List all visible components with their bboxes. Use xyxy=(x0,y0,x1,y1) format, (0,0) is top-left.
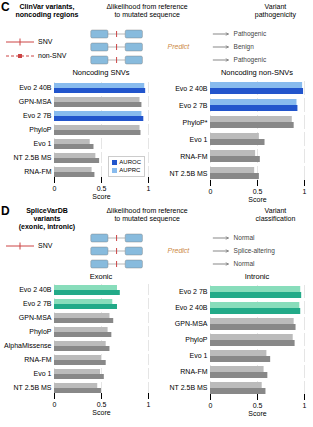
svg-text:1: 1 xyxy=(303,402,307,409)
svg-text:PhyloP: PhyloP xyxy=(185,336,208,344)
svg-text:Variantclassification: Variantclassification xyxy=(256,207,296,222)
svg-text:0.5: 0.5 xyxy=(97,401,107,408)
svg-text:0: 0 xyxy=(209,188,213,195)
svg-text:Evo 2 40B: Evo 2 40B xyxy=(175,304,208,311)
svg-text:Δlikelihood from referenceto m: Δlikelihood from referenceto mutated seq… xyxy=(106,3,187,19)
svg-text:1: 1 xyxy=(147,185,151,192)
svg-text:Pathogenic: Pathogenic xyxy=(234,30,267,38)
svg-text:Evo 2 40B: Evo 2 40B xyxy=(19,84,52,91)
svg-text:GPN-MSA: GPN-MSA xyxy=(175,320,208,327)
svg-text:Evo 1: Evo 1 xyxy=(34,370,52,377)
svg-text:ClinVar variants,noncoding reg: ClinVar variants,noncoding regions xyxy=(15,3,78,19)
svg-text:RNA-FM: RNA-FM xyxy=(24,356,51,363)
svg-text:RNA-FM: RNA-FM xyxy=(180,368,207,375)
svg-text:Pathogenic: Pathogenic xyxy=(234,56,267,64)
svg-text:NT 2.5B MS: NT 2.5B MS xyxy=(14,154,52,161)
svg-text:0: 0 xyxy=(53,401,57,408)
svg-text:1: 1 xyxy=(147,401,151,408)
svg-text:PhyloP*: PhyloP* xyxy=(183,119,208,127)
svg-text:D: D xyxy=(1,204,10,218)
svg-text:RNA-FM: RNA-FM xyxy=(24,168,51,175)
svg-text:0.5: 0.5 xyxy=(253,402,263,409)
svg-text:Normal: Normal xyxy=(234,260,256,267)
svg-text:1: 1 xyxy=(303,188,307,195)
html-text:AUROC: AUROC xyxy=(119,159,141,165)
svg-text:Predict: Predict xyxy=(168,43,191,50)
svg-text:Benign: Benign xyxy=(234,43,255,51)
svg-text:Evo 2 7B: Evo 2 7B xyxy=(23,112,52,119)
html-text:AUPRC: AUPRC xyxy=(119,166,141,173)
svg-text:RNA-FM: RNA-FM xyxy=(180,153,207,160)
html-text:Exonic: Exonic xyxy=(89,272,113,281)
svg-text:Evo 1: Evo 1 xyxy=(190,352,208,359)
svg-text:0.5: 0.5 xyxy=(97,185,107,192)
svg-text:PhyloP: PhyloP xyxy=(29,328,52,336)
svg-text:GPN-MSA: GPN-MSA xyxy=(19,314,52,321)
svg-text:Evo 1: Evo 1 xyxy=(190,136,208,143)
html-text:Intronic: Intronic xyxy=(244,272,270,281)
svg-text:SNV: SNV xyxy=(38,242,53,249)
svg-text:SpliceVarDBvariants(exonic, in: SpliceVarDBvariants(exonic, intronic) xyxy=(19,207,75,231)
svg-text:0: 0 xyxy=(53,185,57,192)
svg-text:Score: Score xyxy=(92,409,110,416)
svg-text:NT 2.5B MS: NT 2.5B MS xyxy=(14,384,52,391)
svg-text:NT 2.5B MS: NT 2.5B MS xyxy=(170,384,208,391)
svg-text:C: C xyxy=(1,0,10,14)
svg-text:Score: Score xyxy=(248,410,266,417)
svg-text:Splice-altering: Splice-altering xyxy=(234,247,276,255)
svg-text:AlphaMissense: AlphaMissense xyxy=(4,342,52,350)
svg-text:0: 0 xyxy=(209,402,213,409)
html-text:Noncoding non-SNVs: Noncoding non-SNVs xyxy=(220,68,294,77)
svg-text:Score: Score xyxy=(248,196,266,203)
svg-text:0.5: 0.5 xyxy=(253,188,263,195)
svg-text:non-SNV: non-SNV xyxy=(38,52,67,59)
svg-text:GPN-MSA: GPN-MSA xyxy=(19,98,52,105)
svg-text:Evo 2 7B: Evo 2 7B xyxy=(179,288,208,295)
svg-text:Evo 2 7B: Evo 2 7B xyxy=(23,300,52,307)
svg-text:NT 2.5B MS: NT 2.5B MS xyxy=(170,170,208,177)
svg-text:Score: Score xyxy=(92,193,110,200)
svg-text:SNV: SNV xyxy=(38,38,53,45)
svg-text:Predict: Predict xyxy=(168,247,191,254)
svg-text:Δlikelihood from referenceto m: Δlikelihood from referenceto mutated seq… xyxy=(106,207,187,223)
html-text:Noncoding SNVs: Noncoding SNVs xyxy=(72,68,130,77)
svg-text:Variantpathogenicity: Variantpathogenicity xyxy=(255,3,297,19)
svg-text:Evo 2 7B: Evo 2 7B xyxy=(179,102,208,109)
svg-text:Evo 2 40B: Evo 2 40B xyxy=(19,286,52,293)
svg-text:Evo 2 40B: Evo 2 40B xyxy=(175,85,208,92)
svg-text:PhyloP: PhyloP xyxy=(29,126,52,134)
svg-text:Evo 1: Evo 1 xyxy=(34,140,52,147)
svg-text:Normal: Normal xyxy=(234,234,256,241)
